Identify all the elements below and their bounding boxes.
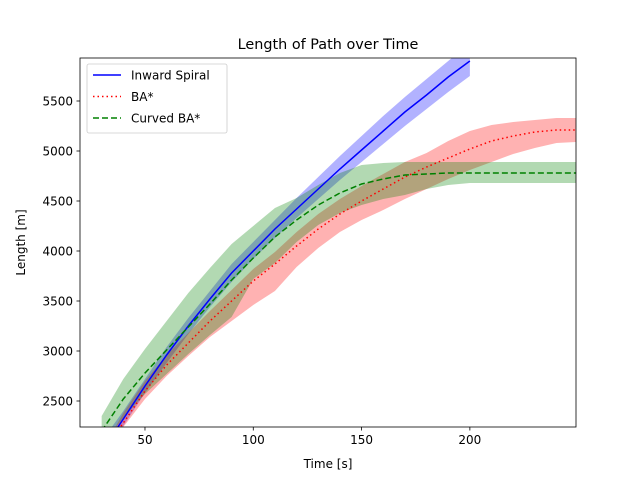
ba-legend-label: BA* <box>131 90 153 104</box>
y-axis-label: Length [m] <box>14 209 28 275</box>
inward-spiral-band <box>111 58 470 427</box>
legend: Inward Spiral BA* Curved BA* <box>86 63 228 134</box>
y-tick-label: 3500 <box>42 294 73 308</box>
x-tick-label: 100 <box>242 433 265 447</box>
chart-title: Length of Path over Time <box>238 37 419 53</box>
x-tick-label: 50 <box>137 433 152 447</box>
inward-spiral-legend-label: Inward Spiral <box>131 68 210 82</box>
y-tick-label: 4500 <box>42 194 73 208</box>
y-tick-label: 5500 <box>42 94 73 108</box>
curved-ba-band <box>101 162 576 427</box>
y-tick-label: 4000 <box>42 244 73 258</box>
y-tick-label: 3000 <box>42 344 73 358</box>
ba-line <box>119 129 576 427</box>
y-tick-label: 5000 <box>42 144 73 158</box>
ba-band <box>115 118 576 427</box>
plot-frame <box>79 57 577 428</box>
inward-spiral-line <box>116 60 471 427</box>
y-tick-label: 2500 <box>42 394 73 408</box>
legend-frame <box>86 63 228 134</box>
x-axis-label: Time [s] <box>303 457 353 471</box>
curved-ba-line <box>103 172 576 427</box>
curved-ba-legend-label: Curved BA* <box>131 111 200 125</box>
x-tick-label: 200 <box>458 433 481 447</box>
x-tick-label: 150 <box>350 433 373 447</box>
